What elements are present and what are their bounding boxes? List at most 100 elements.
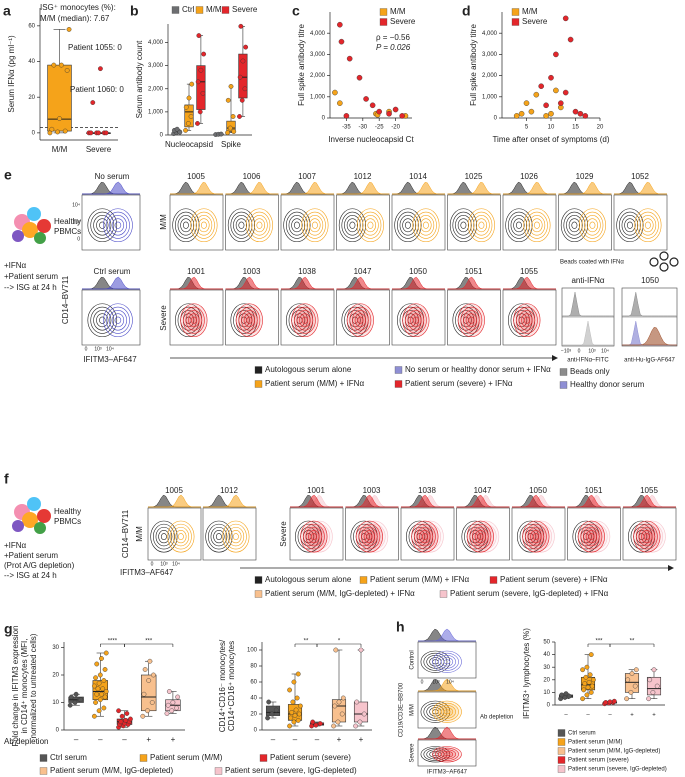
- flow-contour: [415, 211, 437, 239]
- legend-label: M/M: [390, 7, 406, 16]
- flow-contour: [238, 306, 261, 334]
- y-axis-label: CD14⁺CD16⁺ monocytes: [227, 641, 236, 731]
- flow-plot-frame: [81, 289, 141, 346]
- flow-contour: [230, 211, 253, 239]
- flow-contour: [155, 526, 173, 547]
- sample-label: 1005: [165, 486, 183, 495]
- data-point: [566, 693, 572, 699]
- data-point: [91, 713, 97, 719]
- flow-contour: [563, 211, 586, 239]
- flow-contour: [305, 526, 323, 547]
- y-tick-label: 0: [32, 130, 36, 136]
- flow-contour: [581, 211, 604, 239]
- data-point: [188, 114, 194, 119]
- box: [624, 673, 640, 693]
- legend-swatch: [489, 576, 498, 584]
- flow-histogram: [456, 494, 510, 508]
- data-point: [96, 130, 101, 136]
- legend-label: No serum or healthy donor serum + IFNα: [405, 365, 551, 374]
- flow-contour: [96, 218, 109, 233]
- y-tick-label: 60: [28, 23, 35, 29]
- flow-contour: [422, 221, 429, 229]
- flow-contour: [103, 208, 133, 243]
- flow-contour: [302, 523, 325, 550]
- data-point: [363, 96, 369, 102]
- data-point: [583, 674, 589, 680]
- legend-swatch: [195, 6, 204, 14]
- legend-swatch: [557, 729, 566, 737]
- legend-label: Patient serum (severe): [568, 758, 629, 764]
- box: [47, 64, 72, 132]
- cells-label: Healthy: [54, 507, 81, 516]
- y-tick-label: 1,000: [482, 94, 498, 100]
- flow-histogram: [281, 182, 334, 195]
- flow-contour: [301, 316, 308, 324]
- x-tick-label: -25: [375, 125, 384, 131]
- flow-contour: [167, 520, 195, 553]
- significance-label: ****: [108, 639, 118, 645]
- flow-histogram: [203, 494, 256, 508]
- flow-contour: [246, 316, 253, 324]
- annotation: Patient 1060: 0: [70, 85, 124, 94]
- data-point: [332, 703, 338, 709]
- flow-contour: [150, 520, 178, 553]
- flow-contour: [288, 215, 306, 236]
- flow-contour: [169, 523, 192, 550]
- legend-swatch: [254, 380, 263, 388]
- x-tick-label: –: [122, 735, 127, 744]
- flow-contour: [410, 313, 422, 328]
- data-point: [142, 667, 148, 672]
- data-point: [185, 121, 191, 126]
- y-tick-label: 30: [52, 645, 59, 651]
- x-tick-label: -30: [358, 125, 367, 131]
- data-point: [603, 700, 609, 705]
- flow-contour: [90, 306, 115, 334]
- flow-contour: [641, 530, 653, 544]
- flow-contour: [526, 211, 548, 239]
- row-label: M/M: [135, 526, 144, 542]
- flow-histogram: [567, 494, 621, 508]
- sample-label: 1050: [529, 486, 547, 495]
- data-point: [240, 58, 246, 64]
- data-point: [94, 691, 100, 697]
- flow-tick-label: 10³: [73, 219, 81, 225]
- flow-histogram: [418, 726, 476, 740]
- flow-contour: [93, 215, 112, 236]
- flow-contour: [619, 211, 641, 239]
- flow-contour: [515, 221, 522, 229]
- flow-contour: [358, 523, 381, 550]
- legend-swatch: [557, 747, 566, 755]
- data-point: [51, 62, 57, 68]
- data-point: [123, 717, 129, 723]
- flow-contour: [522, 520, 550, 553]
- legend-label: M/M: [206, 5, 222, 14]
- data-point: [101, 705, 107, 711]
- flow-histogram: [614, 182, 667, 195]
- flow-tick-label: 0: [77, 236, 80, 242]
- data-point: [297, 703, 303, 709]
- flow-contour: [568, 218, 581, 233]
- flow-histogram: [392, 276, 445, 290]
- panel-letter: c: [292, 3, 300, 19]
- sample-label: 1014: [409, 172, 427, 181]
- flow-contour: [513, 218, 525, 233]
- y-axis-label: IFITM3⁺ lymphocytes (%): [522, 628, 531, 719]
- flow-histogram: [623, 494, 676, 508]
- flow-contour: [523, 316, 530, 324]
- flow-contour: [419, 530, 431, 544]
- flow-tick-label: 10⁴: [601, 348, 609, 354]
- x-tick-label: Severe: [86, 145, 112, 154]
- data-point: [266, 699, 272, 705]
- data-point: [611, 698, 617, 704]
- sample-label: 1001: [187, 267, 205, 276]
- flow-contour: [423, 652, 448, 671]
- data-point: [99, 656, 104, 661]
- data-point: [149, 700, 155, 705]
- sample-label: 1047: [354, 267, 372, 276]
- data-point: [294, 695, 300, 701]
- legend-swatch: [511, 8, 520, 16]
- flow-contour: [227, 208, 255, 243]
- x-axis-label: Ab depletion: [480, 715, 513, 721]
- y-tick-label: 4,000: [310, 31, 326, 37]
- condition-label: No serum: [95, 172, 130, 181]
